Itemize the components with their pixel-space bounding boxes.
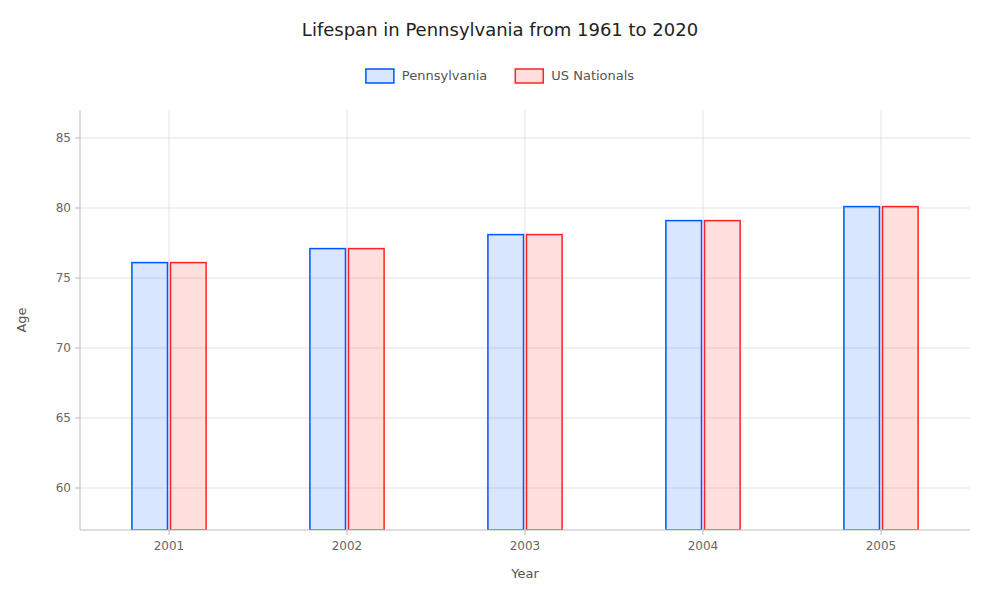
y-tick: [75, 138, 80, 139]
y-tick-label: 85: [56, 131, 71, 145]
x-tick: [347, 530, 348, 535]
chart: 60 65 70 75 80 85 2001 2002 2003 2004 2005 Year Age L…: [0, 0, 1000, 600]
x-tick-label: 2002: [332, 539, 363, 553]
x-axis-label: Year: [510, 566, 539, 581]
y-tick: [75, 348, 80, 349]
y-axis-label: Age: [14, 307, 29, 332]
x-tick-label: 2004: [688, 539, 719, 553]
bar: [132, 263, 168, 530]
x-tick-label: 2003: [510, 539, 541, 553]
title: Lifespan in Pennsylvania from 1961 to 20…: [302, 19, 698, 40]
x-grid-line: [525, 110, 526, 530]
y-tick: [75, 208, 80, 209]
y-axis-line: [80, 110, 81, 530]
grid: [80, 110, 970, 530]
x-tick: [881, 530, 882, 535]
x-tick: [169, 530, 170, 535]
legend-label: US Nationals: [551, 68, 634, 83]
bar: [349, 249, 385, 530]
bars: [132, 207, 918, 530]
y-tick: [75, 418, 80, 419]
legend-swatch: [366, 69, 394, 83]
axes: 60 65 70 75 80 85 2001 2002 2003 2004 2005: [56, 110, 970, 553]
y-tick-label: 70: [56, 341, 71, 355]
legend-swatch: [515, 69, 543, 83]
bar: [488, 235, 524, 530]
y-tick-label: 60: [56, 481, 71, 495]
bar: [666, 221, 702, 530]
x-tick-label: 2005: [866, 539, 897, 553]
x-grid-line: [881, 110, 882, 530]
bar: [171, 263, 207, 530]
bar: [883, 207, 919, 530]
y-tick-label: 80: [56, 201, 71, 215]
legend-item: US Nationals: [515, 68, 634, 84]
y-tick-label: 75: [56, 271, 71, 285]
bar: [705, 221, 741, 530]
x-tick-label: 2001: [154, 539, 185, 553]
chart-container: 60 65 70 75 80 85 2001 2002 2003 2004 2005 Year Age L…: [0, 0, 1000, 600]
y-tick-label: 65: [56, 411, 71, 425]
x-tick: [525, 530, 526, 535]
x-grid-line: [347, 110, 348, 530]
legend-item: Pennsylvania: [366, 68, 487, 84]
bar: [527, 235, 563, 530]
y-tick: [75, 488, 80, 489]
bar: [310, 249, 346, 530]
x-grid-line: [703, 110, 704, 530]
y-tick: [75, 278, 80, 279]
x-grid-line: [169, 110, 170, 530]
legend: Pennsylvania US Nationals: [366, 68, 634, 84]
legend-label: Pennsylvania: [402, 68, 487, 83]
x-tick: [703, 530, 704, 535]
bar: [844, 207, 880, 530]
